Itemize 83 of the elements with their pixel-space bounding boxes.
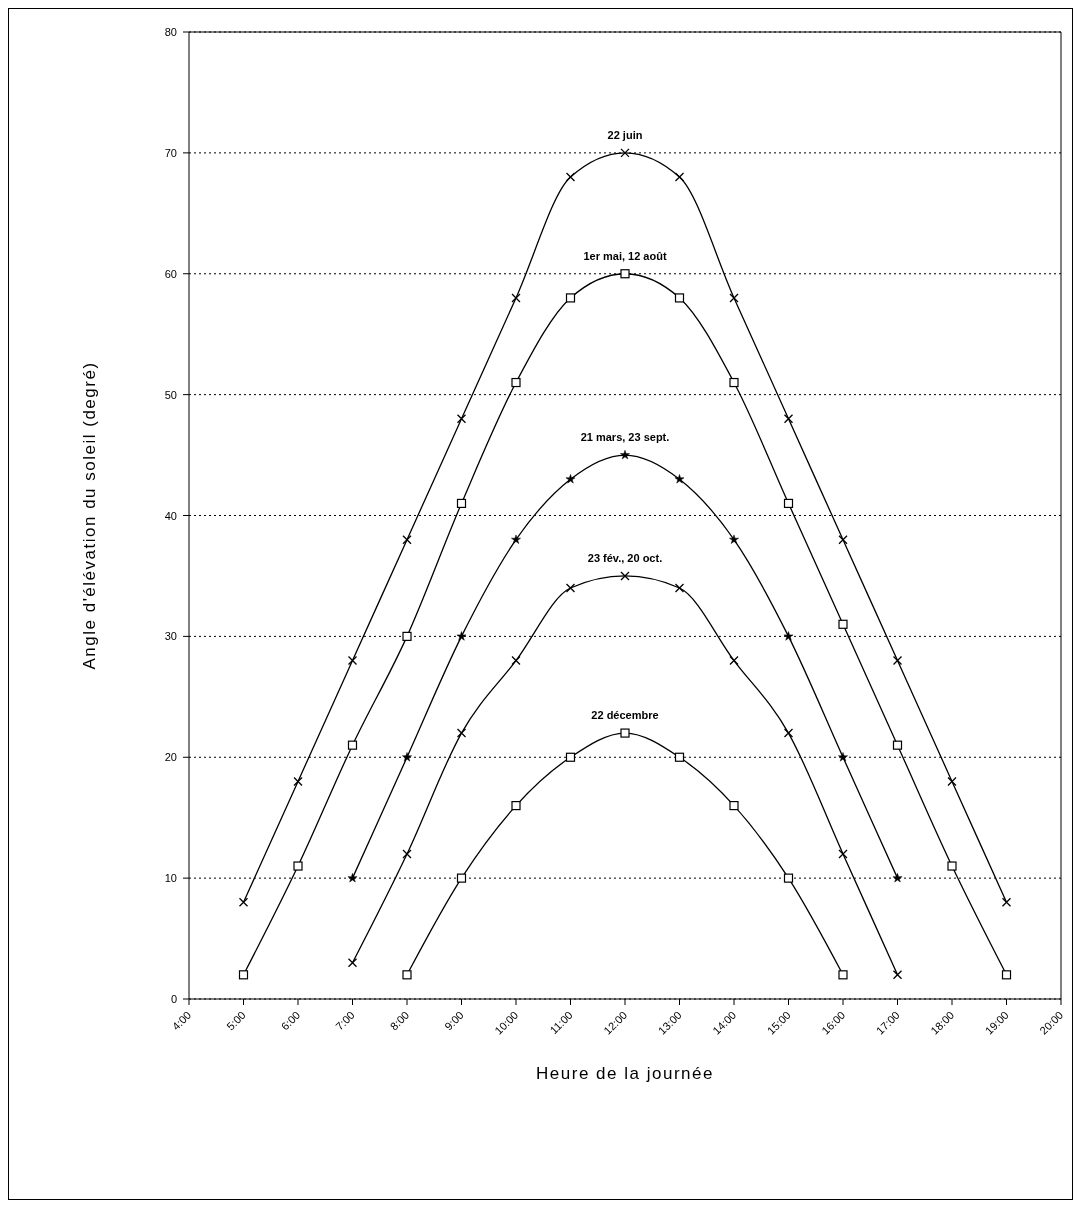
- point: [565, 474, 576, 484]
- y-tick-label: 30: [164, 630, 177, 643]
- x-axis-title: Heure de la journée: [536, 1064, 714, 1083]
- point: [729, 655, 739, 666]
- point: [511, 801, 521, 811]
- series-label: 22 juin: [607, 128, 643, 141]
- point: [456, 414, 467, 424]
- point: [620, 728, 630, 738]
- point: [783, 498, 794, 509]
- x-tick-label: 4:00: [169, 1008, 194, 1033]
- point: [674, 752, 685, 762]
- point: [838, 752, 848, 762]
- series-label: 21 mars, 23 sept.: [580, 431, 670, 444]
- point: [347, 958, 358, 968]
- point: [347, 740, 358, 750]
- point: [674, 172, 685, 182]
- x-tick-label: 8:00: [387, 1008, 412, 1033]
- point: [402, 970, 412, 980]
- y-axis-title: Angle d'élévation du soleil (degré): [80, 361, 100, 670]
- point: [783, 414, 794, 424]
- point: [729, 534, 739, 544]
- y-tick-label: 60: [164, 267, 177, 280]
- series-label: 1er mai, 12 août: [583, 249, 667, 262]
- point: [565, 172, 576, 182]
- point: [347, 655, 358, 666]
- point: [565, 293, 576, 303]
- point: [456, 873, 467, 883]
- point: [620, 450, 630, 460]
- y-tick-label: 70: [164, 146, 177, 159]
- point: [620, 571, 630, 581]
- point: [293, 861, 303, 871]
- point: [402, 752, 412, 762]
- point: [620, 269, 630, 279]
- point: [402, 535, 412, 545]
- point: [783, 728, 794, 738]
- y-tick-label: 50: [164, 388, 177, 401]
- point: [456, 631, 467, 641]
- point: [511, 534, 521, 544]
- point: [892, 655, 903, 666]
- y-tick-label: 0: [170, 993, 177, 1005]
- point: [838, 619, 848, 629]
- point: [511, 377, 521, 388]
- x-tick-label: 5:00: [224, 1008, 248, 1033]
- point: [565, 583, 576, 593]
- x-tick-label: 9:00: [442, 1008, 466, 1033]
- x-tick-label: 6:00: [278, 1008, 303, 1033]
- point: [293, 776, 303, 787]
- point: [456, 498, 467, 509]
- point: [511, 293, 521, 303]
- series-label: 22 décembre: [591, 709, 659, 722]
- point: [729, 377, 739, 388]
- y-tick-label: 40: [164, 509, 177, 522]
- point: [1001, 970, 1012, 980]
- point: [947, 861, 957, 871]
- point: [456, 728, 467, 738]
- y-tick-label: 10: [164, 872, 177, 885]
- point: [1001, 897, 1012, 907]
- point: [729, 801, 739, 811]
- point: [838, 849, 848, 859]
- point: [838, 970, 848, 980]
- point: [402, 631, 412, 641]
- point: [511, 655, 521, 666]
- point: [347, 873, 358, 883]
- point: [892, 970, 903, 980]
- point: [620, 148, 630, 158]
- point: [729, 293, 739, 303]
- x-tick-label: 7:00: [333, 1008, 357, 1033]
- point: [674, 474, 685, 484]
- point: [402, 849, 412, 859]
- point: [238, 897, 249, 907]
- point: [674, 583, 685, 593]
- point: [838, 535, 848, 545]
- point: [783, 873, 794, 883]
- y-tick-label: 80: [164, 26, 177, 38]
- point: [674, 293, 685, 303]
- series-label: 23 fév., 20 oct.: [587, 551, 663, 564]
- point: [783, 631, 794, 641]
- point: [238, 970, 249, 980]
- point: [565, 752, 576, 762]
- y-tick-label: 20: [164, 751, 177, 764]
- point: [892, 740, 903, 750]
- point: [947, 776, 957, 787]
- point: [892, 873, 903, 883]
